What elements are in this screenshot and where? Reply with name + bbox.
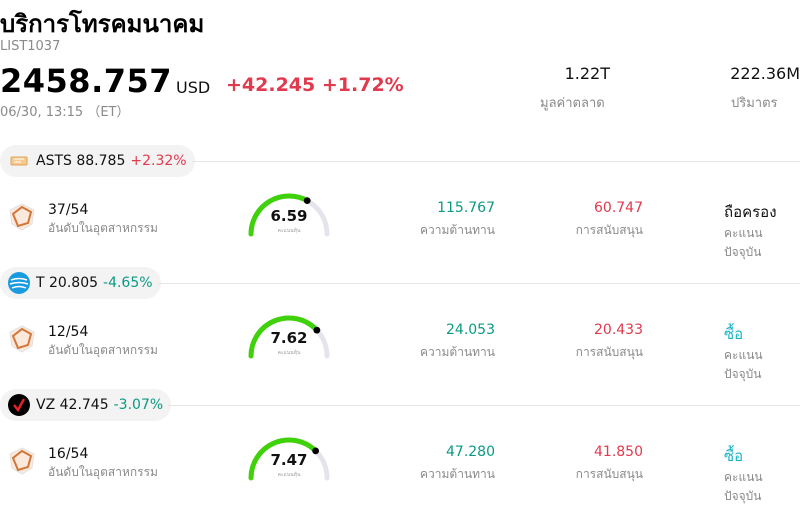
- stock-score-caption: คะแนนหุ้น: [277, 350, 301, 356]
- industry-rank-icon: [9, 203, 35, 231]
- stock-score-caption: คะแนนหุ้น: [277, 228, 301, 234]
- support-label: การสนับสนุน: [575, 223, 643, 237]
- support-label: การสนับสนุน: [575, 467, 643, 481]
- resistance-label: ความต้านทาน: [420, 223, 495, 237]
- resistance-value: 24.053: [446, 322, 495, 338]
- volume-label: ปริมาตร: [731, 96, 778, 111]
- stock-price: 42.745: [59, 397, 109, 413]
- stock-change-percent: -4.65%: [103, 275, 153, 291]
- stock-chip-vz[interactable]: VZ 42.745 -3.07%: [0, 389, 172, 421]
- stock-score: 6.59: [270, 207, 308, 225]
- current-rating-label: คะแนนปัจจุบัน: [724, 470, 763, 503]
- page-title: บริการโทรคมนาคม: [0, 10, 205, 38]
- current-rating[interactable]: ซื้อ: [724, 325, 744, 343]
- industry-rank-label: อันดับในอุตสาหกรรม: [48, 465, 158, 479]
- market-cap-label: มูลค่าตลาด: [540, 96, 605, 111]
- stock-ticker: ASTS: [36, 153, 72, 169]
- row-divider: [158, 283, 800, 284]
- industry-rank-label: อันดับในอุตสาหกรรม: [48, 221, 158, 235]
- resistance-value: 47.280: [446, 444, 495, 460]
- stock-score-marker: [313, 326, 321, 334]
- stock-change-percent: +2.32%: [130, 153, 187, 169]
- stock-chip-t[interactable]: T 20.805 -4.65%: [0, 267, 161, 299]
- volume-value: 222.36M: [730, 64, 800, 83]
- stock-score-gauge: [248, 437, 330, 481]
- change-percent: +1.72%: [321, 74, 404, 96]
- support-value: 20.433: [594, 322, 643, 338]
- industry-rank: 37/54: [48, 202, 89, 218]
- stock-chip-asts[interactable]: ASTS 88.785 +2.32%: [0, 145, 195, 177]
- stock-score-arc: [248, 193, 310, 237]
- row-divider: [192, 161, 800, 162]
- industry-rank: 12/54: [48, 324, 89, 340]
- stock-score-marker: [312, 447, 320, 455]
- stock-ticker: T: [36, 275, 45, 291]
- resistance-label: ความต้านทาน: [420, 467, 495, 481]
- stock-ticker: VZ: [36, 397, 56, 413]
- support-value: 60.747: [594, 200, 643, 216]
- stock-score-marker: [303, 197, 311, 205]
- industry-rank: 16/54: [48, 446, 89, 462]
- support-value: 41.850: [594, 444, 643, 460]
- market-cap-value: 1.22T: [564, 64, 610, 83]
- list-code: LIST1037: [0, 39, 61, 54]
- timestamp: 06/30, 13:15 （ET）: [0, 105, 130, 120]
- stock-score-gauge: [248, 193, 330, 237]
- stock-score: 7.62: [270, 329, 308, 347]
- stock-score-arc: [248, 315, 320, 359]
- stock-score-caption: คะแนนหุ้น: [277, 472, 301, 478]
- row-divider: [168, 405, 800, 406]
- current-rating[interactable]: ซื้อ: [724, 447, 744, 465]
- stock-score-gauge: [248, 315, 330, 359]
- stock-price: 88.785: [76, 153, 126, 169]
- index-price: 2458.757: [0, 62, 173, 100]
- resistance-value: 115.767: [437, 200, 495, 216]
- industry-rank-icon: [9, 447, 35, 475]
- att-globe-icon: [8, 272, 30, 294]
- change-value: +42.245: [226, 74, 316, 96]
- currency: USD: [176, 78, 211, 97]
- stock-change-percent: -3.07%: [113, 397, 164, 413]
- industry-rank-label: อันดับในอุตสาหกรรม: [48, 343, 158, 357]
- current-rating[interactable]: ถือครอง: [724, 203, 777, 221]
- asts-satellite-icon: [8, 150, 30, 172]
- current-rating-label: คะแนนปัจจุบัน: [724, 348, 763, 381]
- stock-price: 20.805: [49, 275, 99, 291]
- verizon-check-icon: [8, 394, 30, 416]
- stock-score-arc: [248, 437, 319, 481]
- stock-score: 7.47: [270, 451, 308, 469]
- current-rating-label: คะแนนปัจจุบัน: [724, 226, 763, 259]
- resistance-label: ความต้านทาน: [420, 345, 495, 359]
- support-label: การสนับสนุน: [575, 345, 643, 359]
- industry-rank-icon: [9, 325, 35, 353]
- price-change: +42.245 +1.72%: [226, 74, 404, 96]
